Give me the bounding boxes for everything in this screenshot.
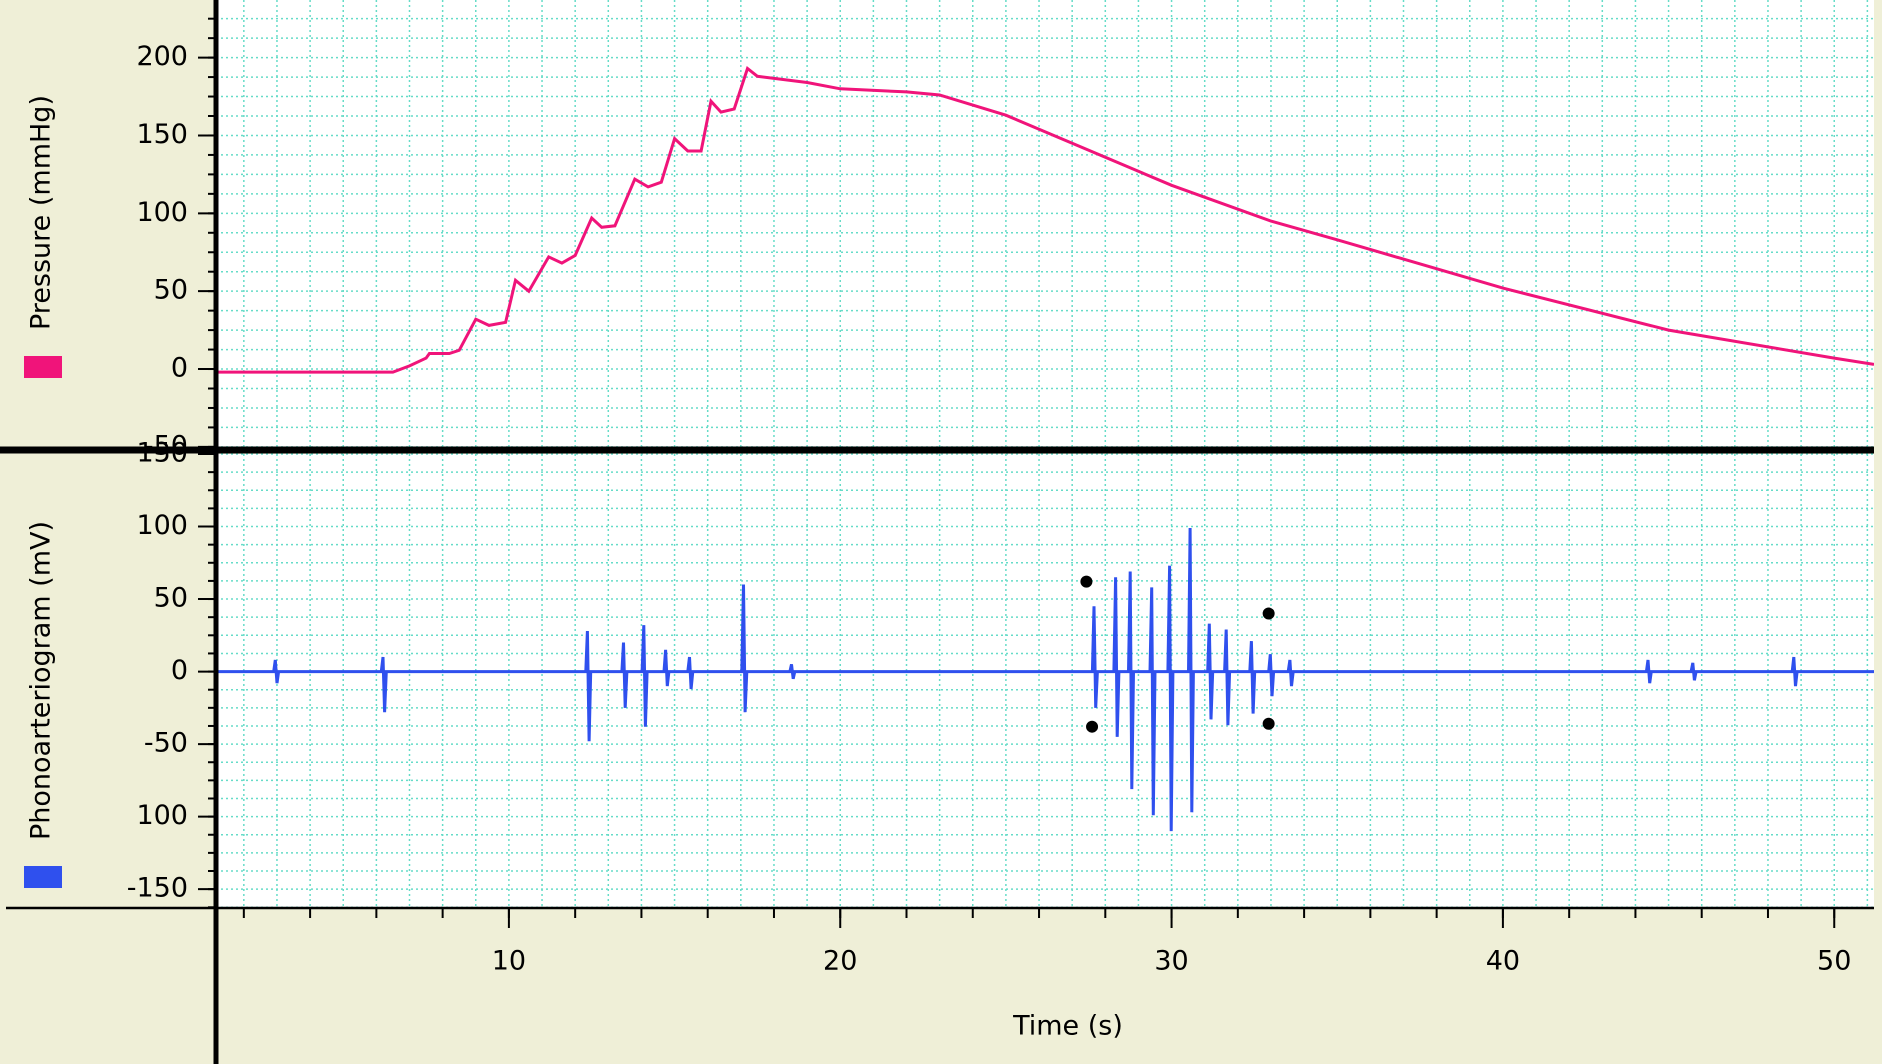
x-tick-label: 20 (823, 946, 857, 977)
y-tick-label: 0 (171, 655, 188, 686)
y-tick-label: -50 (144, 728, 188, 759)
x-tick-label: 10 (492, 946, 526, 977)
y-tick-label: -150 (127, 873, 188, 904)
y-tick-label: 100 (136, 510, 188, 541)
y-tick-label: 50 (154, 275, 188, 306)
plot-series (216, 65, 1874, 374)
y-tick-label: 150 (136, 119, 188, 150)
x-tick-label: 50 (1817, 946, 1851, 977)
marker-dot (1262, 607, 1275, 620)
x-axis-title: Time (s) (1012, 1011, 1123, 1042)
marker-dot (1086, 720, 1099, 733)
x-tick-label: 30 (1154, 946, 1188, 977)
legend-label: Phonoarteriogram (mV) (26, 521, 57, 840)
y-tick-label: 200 (136, 41, 188, 72)
series-line (216, 527, 1874, 832)
legend-swatch (24, 356, 62, 378)
y-tick-label: -50 (144, 430, 188, 461)
y-tick-label: 100 (136, 800, 188, 831)
series-line (216, 65, 1874, 374)
y-tick-label: 100 (136, 197, 188, 228)
legend-label: Pressure (mmHg) (26, 95, 57, 330)
plot-area (216, 454, 1874, 908)
marker-dot (1080, 575, 1093, 588)
y-tick-label: 0 (171, 353, 188, 384)
plot-series (216, 527, 1874, 832)
legend-swatch (24, 866, 62, 888)
y-tick-label: 50 (154, 583, 188, 614)
x-tick-label: 40 (1486, 946, 1520, 977)
plot-area (216, 0, 1874, 450)
marker-dot (1262, 717, 1275, 730)
